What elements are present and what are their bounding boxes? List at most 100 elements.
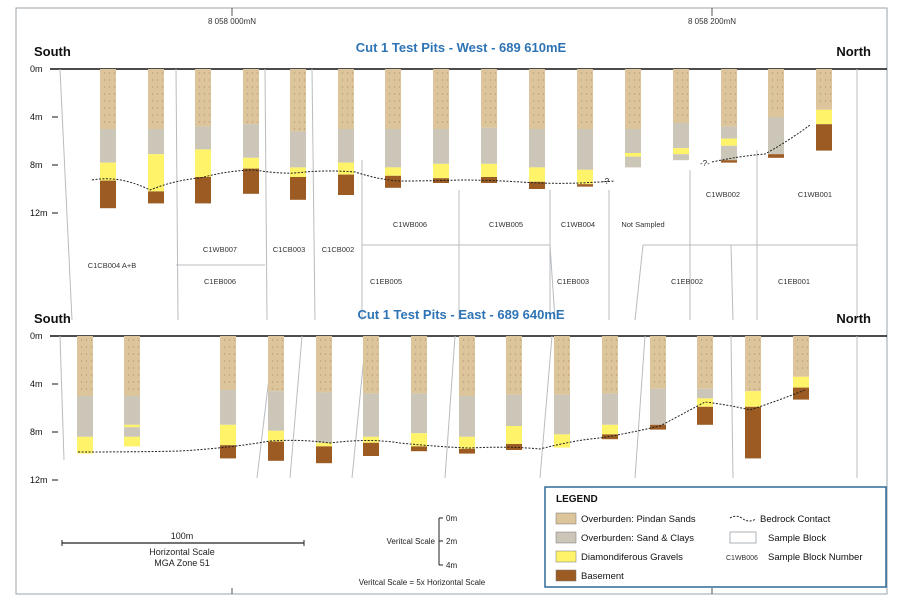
vertical-scale: Veritcal Scale 0m 2m 4m Veritcal Scale =… [359,514,486,587]
pindan-texture-dot [567,346,570,348]
pindan-texture-dot [351,121,354,123]
pindan-texture-dot [298,100,301,102]
pindan-texture-dot [580,100,583,102]
pindan-texture-dot [246,121,249,123]
pindan-texture-dot [542,93,545,95]
pindan-texture-dot [414,353,417,355]
pindan-texture-dot [208,93,211,95]
pindan-texture-dot [519,353,522,355]
pindan-texture-dot [605,367,608,369]
pindan-texture-dot [113,121,116,123]
pindan-texture-dot [127,367,130,369]
pit-layer-pindan [290,69,306,132]
pindan-texture-dot [771,100,774,102]
pit-layer-gravel [338,162,354,175]
pindan-texture-dot [251,86,254,88]
pindan-texture-dot [590,86,593,88]
pindan-texture-dot [519,360,522,362]
pindan-texture-dot [127,339,130,341]
legend-label-sand-clay: Overburden: Sand & Clays [581,533,694,544]
pindan-texture-dot [271,360,274,362]
pindan-texture-dot [271,339,274,341]
pindan-texture-dot [256,86,259,88]
pindan-texture-dot [658,381,661,383]
pindan-texture-dot [424,360,427,362]
pit-layer-pindan [385,69,401,129]
test-pit [768,69,784,158]
pindan-texture-dot [324,388,327,390]
test-pit [100,69,116,209]
pindan-texture-dot [108,72,111,74]
pindan-texture-dot [208,107,211,109]
pindan-texture-dot [293,79,296,81]
pindan-texture-dot [734,86,737,88]
pindan-texture-dot [748,346,751,348]
pindan-texture-dot [729,107,732,109]
test-pit [625,69,641,168]
pindan-texture-dot [615,388,618,390]
pindan-texture-dot [829,93,832,95]
pit-layer-basement [316,446,332,464]
pindan-texture-dot [615,360,618,362]
section-east: South North Cut 1 Test Pits - East - 689… [30,307,887,485]
pindan-texture-dot [441,100,444,102]
pit-layer-pindan [721,69,737,127]
pindan-texture-dot [319,381,322,383]
pindan-texture-dot [532,93,535,95]
pindan-texture-dot [796,367,799,369]
pindan-texture-dot [653,381,656,383]
pindan-texture-dot [494,72,497,74]
pindan-texture-dot [256,121,259,123]
pindan-texture-dot [658,346,661,348]
pindan-texture-dot [388,107,391,109]
pindan-texture-dot [829,79,832,81]
pindan-texture-dot [628,93,631,95]
pindan-texture-dot [346,79,349,81]
pindan-texture-dot [319,346,322,348]
pindan-texture-dot [514,374,517,376]
pit-layer-pindan [77,336,93,396]
easting-label-2: 8 058 200mN [688,17,736,26]
pindan-texture-dot [161,93,164,95]
pindan-texture-dot [351,107,354,109]
east-depth-4: 4m [30,379,43,389]
pindan-texture-dot [710,339,713,341]
pindan-texture-dot [293,128,296,130]
pindan-texture-dot [351,86,354,88]
pindan-texture-dot [198,72,201,74]
pindan-texture-dot [393,86,396,88]
pit-layer-pindan [673,69,689,123]
pindan-texture-dot [208,86,211,88]
pindan-texture-dot [388,114,391,116]
pindan-texture-dot [281,360,284,362]
pindan-texture-dot [467,346,470,348]
pindan-texture-dot [113,93,116,95]
pindan-texture-dot [151,107,154,109]
pindan-texture-dot [293,86,296,88]
pindan-texture-dot [484,114,487,116]
pindan-texture-dot [681,72,684,74]
pindan-texture-dot [398,121,401,123]
pindan-texture-dot [446,86,449,88]
pindan-texture-dot [108,121,111,123]
pindan-texture-dot [414,360,417,362]
pindan-texture-dot [198,86,201,88]
pit-layer-basement [768,154,784,158]
pindan-texture-dot [686,86,689,88]
pindan-texture-dot [228,367,231,369]
pit-layer-basement [268,441,284,461]
pindan-texture-dot [424,367,427,369]
pindan-texture-dot [494,86,497,88]
pindan-texture-dot [633,121,636,123]
pindan-texture-dot [653,360,656,362]
pindan-texture-dot [484,72,487,74]
pindan-texture-dot [615,346,618,348]
pindan-texture-dot [303,72,306,74]
pit-layer-gravel [602,424,618,435]
pindan-texture-dot [341,79,344,81]
pindan-texture-dot [137,367,140,369]
pindan-texture-dot [494,107,497,109]
pit-layer-gravel [124,424,140,428]
pindan-texture-dot [103,93,106,95]
pindan-texture-dot [705,381,708,383]
